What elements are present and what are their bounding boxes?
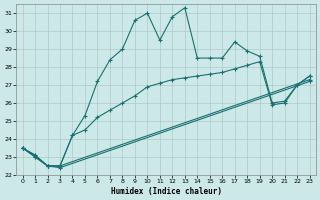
X-axis label: Humidex (Indice chaleur): Humidex (Indice chaleur)	[111, 187, 221, 196]
